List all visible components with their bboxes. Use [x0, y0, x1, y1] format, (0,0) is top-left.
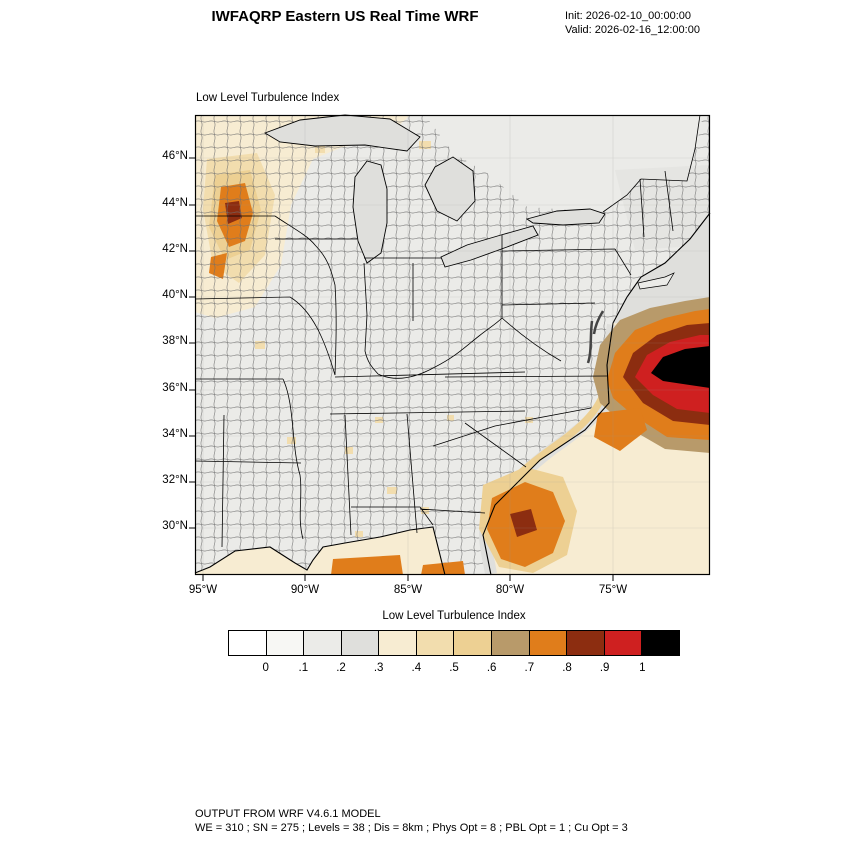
colorbar-box: [491, 631, 529, 655]
lon-tick-label: 75°W: [598, 584, 628, 596]
colorbar-title: Low Level Turbulence Index: [382, 610, 526, 622]
turbulence-map: [189, 114, 711, 581]
map-field-label: Low Level Turbulence Index: [196, 92, 340, 104]
init-time-label: Init: 2026-02-10_00:00:00: [565, 10, 691, 22]
colorbar-tick-label: .7: [524, 662, 535, 674]
lon-tick-label: 90°W: [290, 584, 320, 596]
atlantic-turbulence-max-region: [593, 297, 710, 453]
colorbar-tick-label: .6: [486, 662, 497, 674]
colorbar-tick-label: 0: [262, 662, 269, 674]
lon-tick-label: 85°W: [393, 584, 423, 596]
lat-tick-label: 46°N: [162, 150, 188, 162]
lat-tick-label: 40°N: [162, 289, 188, 301]
colorbar-box: [415, 631, 454, 655]
great-lakes: [263, 114, 606, 268]
lat-tick-label: 36°N: [162, 382, 188, 394]
coastal-details: [586, 272, 675, 364]
colorbar-tick-label: .2: [336, 662, 346, 674]
colorbar-box: [603, 631, 642, 655]
lat-tick-label: 34°N: [162, 428, 188, 440]
lat-tick-label: 30°N: [162, 520, 188, 532]
colorbar-tick-label: .8: [562, 662, 572, 674]
colorbar-box: [229, 631, 266, 655]
colorbar-box: [453, 631, 492, 655]
colorbar-tick-label: 1: [639, 662, 646, 674]
colorbar-box: [528, 631, 567, 655]
colorbar-box: [303, 631, 341, 655]
coastline: [194, 212, 711, 576]
colorbar-tick-label: .5: [449, 662, 459, 674]
lat-tick-label: 32°N: [162, 474, 188, 486]
colorbar-tick-label: .9: [599, 662, 610, 674]
colorbar-tick-label: .3: [373, 662, 384, 674]
colorbar-box: [641, 631, 679, 655]
footer-config-line: WE = 310 ; SN = 275 ; Levels = 38 ; Dis …: [195, 822, 628, 834]
lat-tick-label: 38°N: [162, 335, 188, 347]
southeast-turbulence-region: [331, 467, 577, 575]
colorbar-tick-label: .4: [411, 662, 422, 674]
footer-model-line: OUTPUT FROM WRF V4.6.1 MODEL: [195, 808, 381, 820]
colorbar-box: [378, 631, 416, 655]
lat-tick-label: 44°N: [162, 197, 188, 209]
colorbar-box: [265, 631, 304, 655]
map-frame: [194, 114, 711, 576]
colorbar: [228, 630, 680, 656]
chesapeake-delaware-bays: [586, 310, 605, 364]
state-boundaries: [194, 114, 701, 548]
axis-ticks: [189, 157, 614, 581]
lat-tick-label: 42°N: [162, 243, 188, 255]
latlon-grid: [195, 115, 710, 575]
plot-title: IWFAQRP Eastern US Real Time WRF: [211, 8, 479, 25]
canada-border: [602, 114, 701, 213]
lon-tick-label: 80°W: [495, 584, 525, 596]
valid-time-label: Valid: 2026-02-16_12:00:00: [565, 24, 700, 36]
colorbar-tick-label: .1: [298, 662, 309, 674]
colorbar-box: [566, 631, 604, 655]
colorbar-box: [340, 631, 379, 655]
lon-tick-label: 95°W: [188, 584, 218, 596]
